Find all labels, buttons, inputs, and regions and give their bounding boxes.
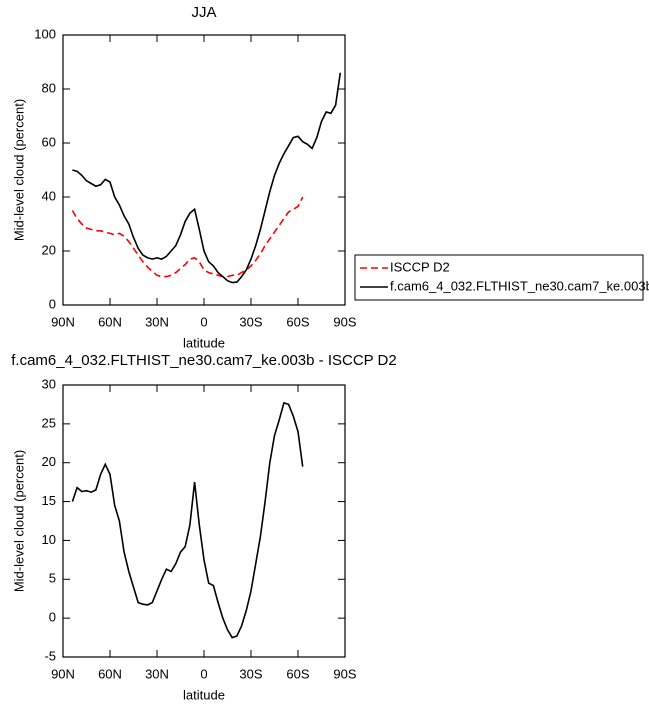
y-tick-label: -5: [44, 648, 56, 663]
x-tick-label: 0: [200, 314, 207, 329]
plot-frame: [62, 384, 346, 658]
y-tick-label: 40: [42, 188, 56, 203]
line-series: [71, 401, 304, 639]
x-tick-label: 90N: [51, 314, 75, 329]
x-axis-label: latitude: [183, 335, 225, 350]
legend-label: ISCCP D2: [390, 259, 450, 274]
x-tick-label: 60S: [286, 666, 309, 681]
y-axis-label: Mid-level cloud (percent): [11, 450, 26, 592]
x-tick-label: 60N: [98, 314, 122, 329]
legend-box: [354, 254, 644, 301]
y-tick-label: 0: [49, 296, 56, 311]
line-series: [72, 72, 342, 284]
y-tick-label: 5: [49, 571, 56, 586]
x-tick-label: 30N: [145, 666, 169, 681]
y-tick-label: 0: [49, 610, 56, 625]
x-tick-label: 60S: [286, 314, 309, 329]
plot-frame: [62, 34, 346, 306]
x-tick-label: 30S: [239, 666, 262, 681]
y-tick-label: 15: [42, 493, 56, 508]
x-tick-label: 60N: [98, 666, 122, 681]
y-axis-label: Mid-level cloud (percent): [11, 99, 26, 241]
legend-label: f.cam6_4_032.FLTHIST_ne30.cam7_ke.003b: [390, 278, 649, 293]
x-axis-label: latitude: [183, 687, 225, 702]
x-tick-label: 30N: [145, 314, 169, 329]
x-tick-label: 90S: [333, 666, 356, 681]
chart-title: f.cam6_4_032.FLTHIST_ne30.cam7_ke.003b -…: [11, 352, 396, 369]
chart-title: JJA: [191, 4, 216, 21]
y-tick-label: 30: [42, 376, 56, 391]
y-tick-label: 60: [42, 134, 56, 149]
y-tick-label: 20: [42, 242, 56, 257]
y-tick-label: 100: [34, 26, 56, 41]
y-tick-label: 80: [42, 80, 56, 95]
y-tick-label: 10: [42, 532, 56, 547]
x-tick-label: 90S: [333, 314, 356, 329]
y-tick-label: 20: [42, 454, 56, 469]
x-tick-label: 0: [200, 666, 207, 681]
line-series: [71, 196, 304, 278]
y-tick-label: 25: [42, 415, 56, 430]
x-tick-label: 90N: [51, 666, 75, 681]
x-tick-label: 30S: [239, 314, 262, 329]
